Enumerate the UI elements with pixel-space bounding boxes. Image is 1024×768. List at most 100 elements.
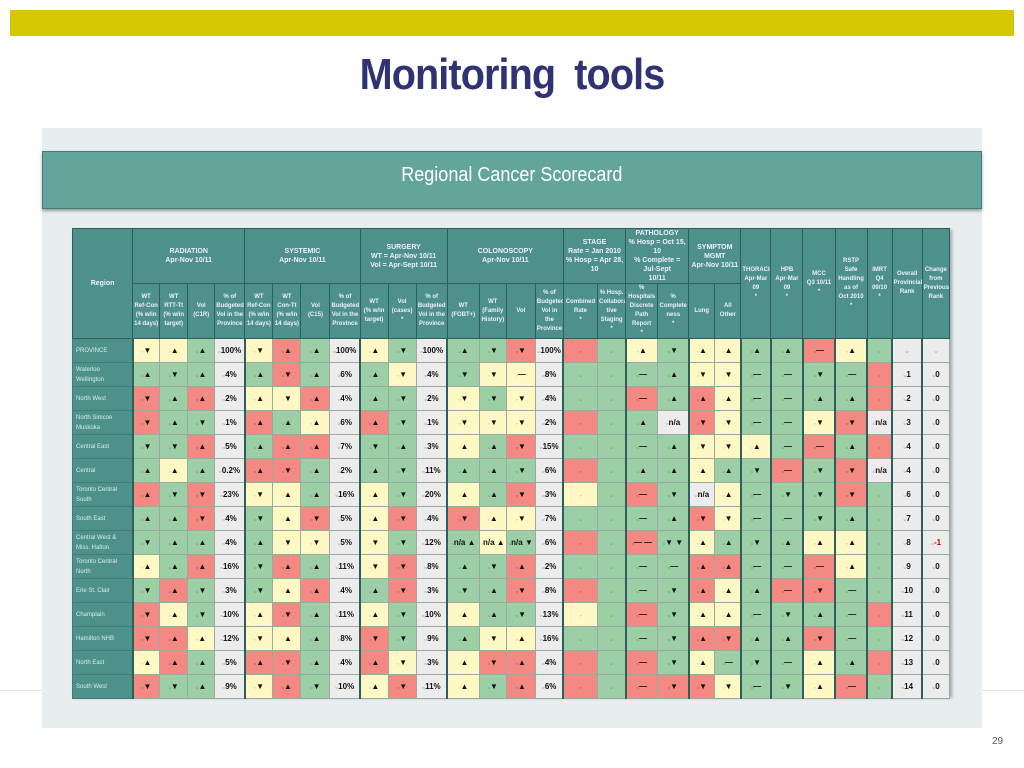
score-cell: R▼: [387, 674, 417, 699]
score-cell: Y▲: [834, 530, 868, 555]
header-metric: Vol (C15): [300, 283, 331, 339]
region-name: North West: [71, 386, 134, 411]
score-cell: G: [597, 506, 627, 531]
score-cell: G—: [657, 554, 690, 579]
score-cell: Y▲: [714, 338, 742, 363]
score-cell: G▲: [359, 362, 389, 387]
score-cell: Y▼: [387, 362, 417, 387]
score-cell: G▲: [624, 410, 659, 435]
score-cell: Y▼: [687, 434, 716, 459]
score-cell: G▲: [131, 362, 161, 387]
score-cell: G: [562, 506, 599, 531]
score-cell: G: [597, 650, 627, 675]
score-cell: W4%: [534, 386, 564, 411]
score-cell: W16%: [534, 626, 564, 651]
score-cell: R: [562, 410, 599, 435]
score-cell: G▲: [714, 458, 742, 483]
score-cell: R▼: [131, 626, 161, 651]
score-cell: W1%: [415, 410, 448, 435]
score-cell: G▼: [739, 458, 772, 483]
region-name: Central East: [71, 434, 134, 459]
score-cell: W20%: [415, 482, 448, 507]
score-cell: R: [866, 362, 893, 387]
score-cell: R▼: [272, 458, 302, 483]
region-name: Toronto Central South: [71, 482, 134, 507]
score-cell: G▼: [801, 506, 836, 531]
score-cell: Y▲: [243, 602, 274, 627]
score-cell: G▼: [739, 650, 772, 675]
score-cell: W15%: [534, 434, 564, 459]
score-cell: R▼: [834, 458, 868, 483]
score-cell: G—: [769, 506, 804, 531]
score-cell: W8%: [415, 554, 448, 579]
score-cell: Y▲: [478, 506, 507, 531]
region-name: Champlain: [71, 602, 134, 627]
score-cell: R▼: [687, 506, 716, 531]
score-cell: Y▼: [714, 674, 742, 699]
score-cell: W5%: [329, 506, 361, 531]
score-cell: Y▼: [243, 338, 274, 363]
score-cell: R▼: [687, 410, 716, 435]
score-cell: W12: [891, 626, 923, 651]
score-cell: R▼: [505, 482, 536, 507]
score-cell: Y▲: [714, 602, 742, 627]
score-cell: Y▼: [505, 410, 536, 435]
score-cell: R▲: [359, 650, 389, 675]
score-cell: W9%: [214, 674, 246, 699]
score-cell: Y▼: [714, 410, 742, 435]
top-accent-bar: [10, 10, 1014, 36]
scorecard-banner: Regional Cancer Scorecard: [42, 151, 982, 209]
score-cell: Y▼: [505, 386, 536, 411]
score-cell: R▼: [131, 602, 161, 627]
score-cell: Y—: [505, 362, 536, 387]
score-cell: G▲: [657, 362, 690, 387]
score-cell: Y▲: [359, 506, 389, 531]
score-cell: W10%: [415, 602, 448, 627]
table-row: PROVINCE Y▼ Y▲ G▲ W100% Y▼ R▲ G▲ W100% Y▲ G▼ W100% G…: [71, 338, 951, 363]
score-cell: Y▲: [687, 338, 716, 363]
score-cell: W4%: [329, 386, 361, 411]
score-cell: R▼: [505, 434, 536, 459]
score-cell: Y▼: [359, 554, 389, 579]
score-cell: G▼: [387, 458, 417, 483]
score-cell: Y▲: [159, 602, 189, 627]
score-cell: G: [597, 386, 627, 411]
score-cell: W9: [891, 554, 923, 579]
score-cell: G▲: [834, 650, 868, 675]
score-cell: G▲: [300, 362, 331, 387]
score-cell: R▼: [801, 578, 836, 603]
score-cell: W11%: [329, 602, 361, 627]
score-cell: W16%: [214, 554, 246, 579]
score-cell: G▲: [187, 650, 216, 675]
score-cell: R—: [624, 602, 659, 627]
score-cell: G—: [739, 482, 772, 507]
score-cell: G—: [739, 410, 772, 435]
score-cell: G—: [769, 362, 804, 387]
score-cell: G—: [624, 554, 659, 579]
score-cell: Y▲: [359, 338, 389, 363]
score-cell: G▲: [243, 530, 274, 555]
page-number: 29: [992, 736, 1004, 747]
header-row-metrics: WT Ref-Con (% w/in 14 days) WT RTT-Tt (% …: [73, 283, 950, 339]
score-cell: G▲: [769, 338, 804, 363]
score-cell: G: [866, 482, 893, 507]
score-cell: G: [866, 554, 893, 579]
score-cell: R—: [624, 674, 659, 699]
score-cell: Y▼: [300, 530, 331, 555]
score-cell: Y▲: [359, 482, 389, 507]
score-cell: W-1: [921, 530, 951, 555]
score-cell: Yn/a ▲: [478, 530, 507, 555]
score-cell: W8%: [329, 626, 361, 651]
score-cell: G▼: [478, 338, 507, 363]
score-cell: G▲: [159, 506, 189, 531]
region-name: PROVINCE: [71, 338, 134, 363]
score-cell: G: [866, 530, 893, 555]
header-row-groups: Region RADIATION Apr-Nov 10/11 SYSTEMIC Ap…: [71, 228, 951, 339]
score-cell: G▲: [187, 338, 216, 363]
score-cell: Y▲: [714, 578, 742, 603]
score-cell: G▲: [739, 626, 772, 651]
score-cell: W12%: [214, 626, 246, 651]
score-cell: G▲: [300, 458, 331, 483]
score-cell: G: [866, 578, 893, 603]
header-metric: MCC Q3 10/11 *: [802, 228, 836, 339]
